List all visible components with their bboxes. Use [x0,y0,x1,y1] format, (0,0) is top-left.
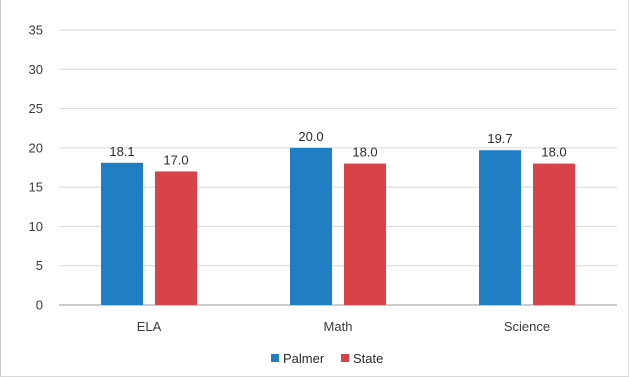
y-tick-label: 20 [29,140,43,155]
data-label: 18.0 [541,145,566,160]
legend-label-state: State [353,351,383,366]
data-label: 19.7 [487,131,512,146]
bar-palmer-science [479,150,521,305]
legend: Palmer State [271,351,383,366]
y-tick-label: 15 [29,180,43,195]
y-tick-label: 5 [36,258,43,273]
bar-state-math [344,163,386,305]
category-label: Math [324,319,353,334]
legend-label-palmer: Palmer [283,351,325,366]
y-tick-label: 0 [36,298,43,313]
bar-palmer-math [290,147,332,305]
data-label: 18.0 [352,145,377,160]
legend-swatch-palmer [271,354,279,362]
y-tick-label: 10 [29,219,43,234]
y-tick-label: 35 [29,23,43,38]
y-axis-tick-labels: 0 5 10 15 20 25 30 35 [29,23,43,313]
data-label: 20.0 [298,129,323,144]
bars [101,147,575,305]
category-label: Science [504,319,550,334]
y-tick-label: 25 [29,101,43,116]
legend-swatch-state [341,354,349,362]
gridlines [59,29,617,306]
data-labels: 18.1 17.0 20.0 18.0 19.7 18.0 [109,129,566,168]
x-axis-category-labels: ELA Math Science [137,319,550,334]
bar-palmer-ela [101,162,143,305]
y-tick-label: 30 [29,62,43,77]
bar-state-science [533,163,575,305]
data-label: 18.1 [109,144,134,159]
data-label: 17.0 [163,152,188,167]
category-label: ELA [137,319,162,334]
bar-state-ela [155,171,197,305]
